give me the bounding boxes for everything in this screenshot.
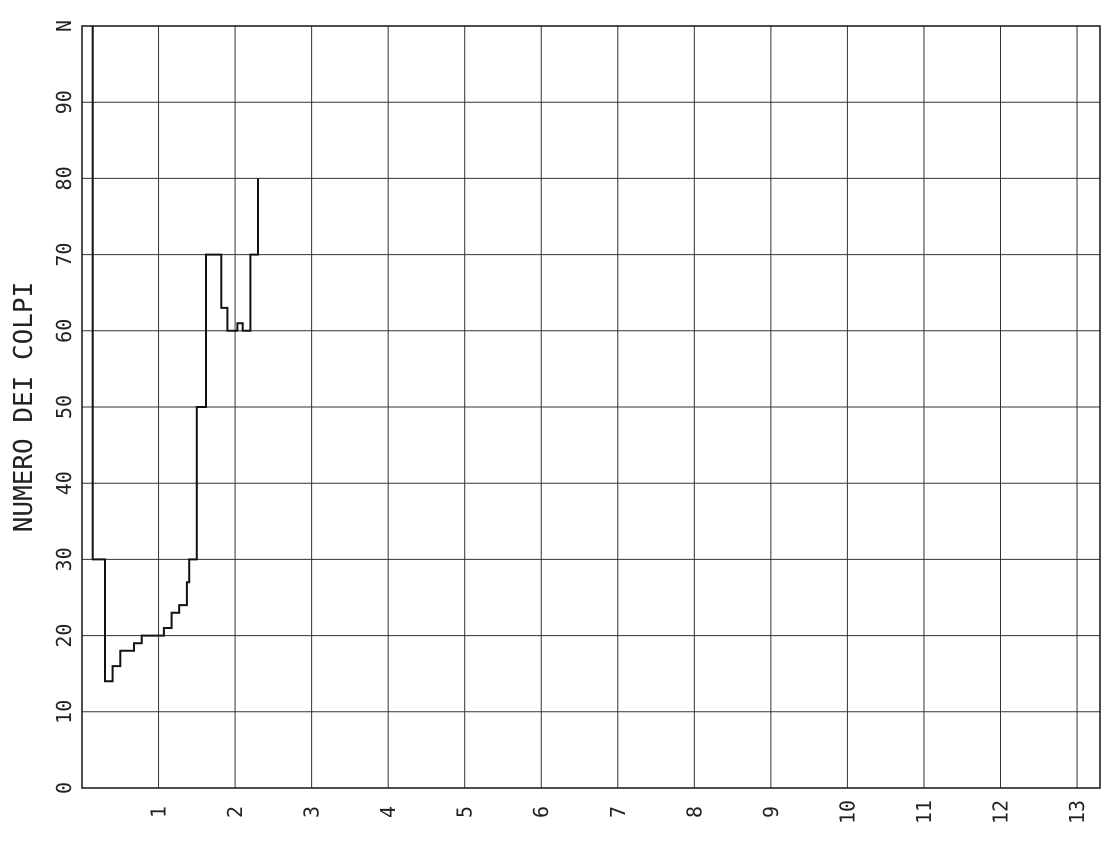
y-tick-label: 70 xyxy=(52,243,76,267)
x-tick-label: 2 xyxy=(223,806,247,818)
x-tick-label: 4 xyxy=(376,806,400,818)
x-tick-label: 5 xyxy=(453,806,477,818)
grid xyxy=(82,26,1100,788)
y-axis-label: NUMERO DEI COLPI xyxy=(9,282,39,532)
x-tick-labels: 1 2 3 4 5 6 7 8 9 10 11 12 13 xyxy=(147,800,1089,824)
x-tick-label: 10 xyxy=(835,800,859,824)
x-tick-label: 8 xyxy=(682,806,706,818)
x-tick-label: 7 xyxy=(606,806,630,818)
y-tick-label: 0 xyxy=(52,782,76,794)
x-tick-label: 13 xyxy=(1065,800,1089,824)
y-tick-label: 50 xyxy=(52,395,76,419)
x-tick-label: 3 xyxy=(300,806,324,818)
y-tick-label: 30 xyxy=(52,547,76,571)
y-tick-labels: 0 10 20 30 40 50 60 70 80 90 N xyxy=(52,20,76,794)
x-tick-label: 6 xyxy=(529,806,553,818)
y-tick-label: 40 xyxy=(52,471,76,495)
y-tick-label: N xyxy=(52,20,76,32)
series-layer xyxy=(91,26,259,683)
y-tick-label: 10 xyxy=(52,700,76,724)
x-tick-label: 11 xyxy=(912,800,936,824)
y-tick-label: 60 xyxy=(52,319,76,343)
y-tick-label: 80 xyxy=(52,166,76,190)
x-tick-label: 9 xyxy=(759,806,783,818)
plot-frame xyxy=(81,25,1101,789)
y-tick-label: 20 xyxy=(52,624,76,648)
series-line xyxy=(91,26,259,683)
x-tick-label: 12 xyxy=(988,800,1012,824)
x-tick-label: 1 xyxy=(147,806,171,818)
y-tick-label: 90 xyxy=(52,90,76,114)
